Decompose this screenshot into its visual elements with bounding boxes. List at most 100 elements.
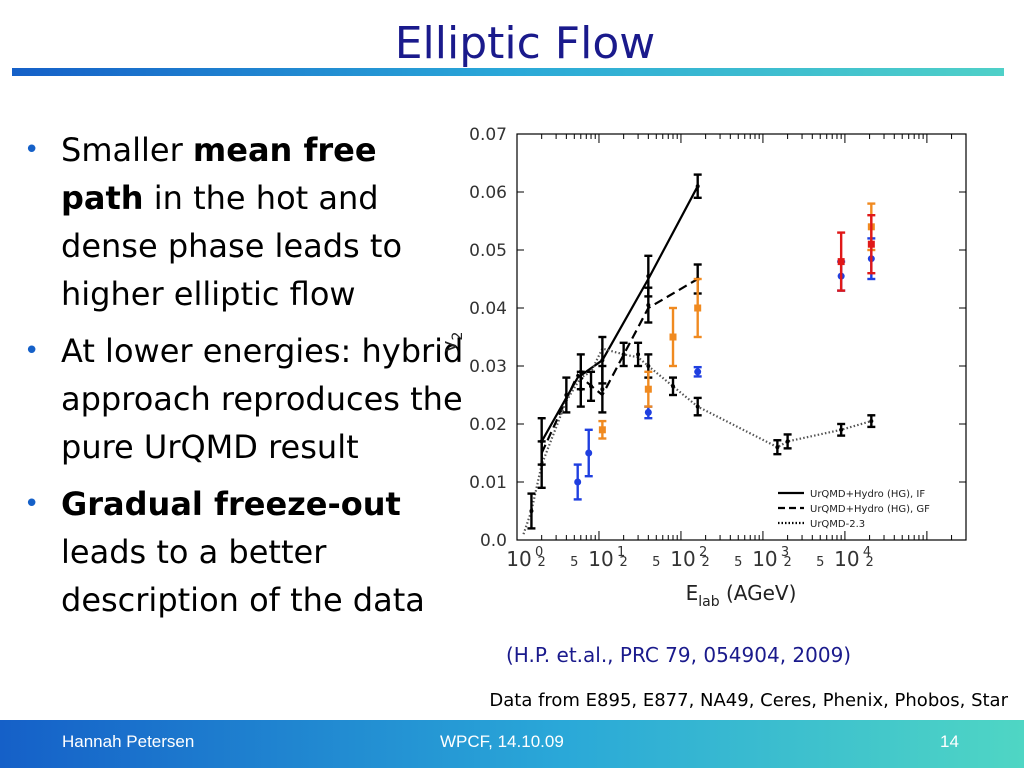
y-axis-label-sub: 2 [450,332,466,341]
footer-author: Hannah Petersen [62,732,195,751]
slide-title: Elliptic Flow [394,18,656,69]
data-point-black [669,376,678,397]
point-marker [600,387,605,392]
footer-bar: Hannah Petersen WPCF, 14.10.09 14 [0,720,1024,768]
data-point-black [598,364,607,414]
footer-event: WPCF, 14.10.09 [440,732,564,751]
x-tick-label: 10 [506,547,531,571]
data-point-black [867,414,876,429]
data-point-black [587,370,596,402]
y-tick-label: 0.0 [480,531,507,551]
x-tick-exponent: 3 [781,545,789,560]
point-marker [529,509,534,513]
data-point-black [693,173,702,200]
data-points [527,173,876,530]
data-point-black [773,439,782,456]
y-tick-label: 0.01 [469,473,507,493]
point-marker [646,364,651,368]
y-axis-label: v2 [437,332,466,353]
bullet-item: • Gradual freeze-out leads to a better d… [24,480,464,624]
x-minor-tick-label: 2 [538,555,546,570]
data-point-black [619,341,628,368]
x-tick-label: 10 [670,547,695,571]
model-curve-dotted [522,347,872,535]
y-tick-label: 0.07 [469,125,507,145]
x-axis-ticks: 10 0 10 1 10 2 10 3 10 42 5 2 5 2 5 2 5 2 [506,134,967,571]
data-point-black [783,433,792,450]
bullet-text: At lower energies: hybrid approach repro… [61,332,464,466]
bullet-text: in the hot and dense phase leads to high… [61,179,403,313]
data-point-orange [644,370,653,408]
x-axis-label-sub: lab [698,594,719,610]
x-tick-label: 10 [834,547,859,571]
point-marker [585,449,593,457]
y-tick-label: 0.02 [469,415,507,435]
data-point-orange [598,419,607,440]
data-point-black [837,422,846,437]
y-tick-label: 0.04 [469,299,507,319]
x-minor-tick-label: 2 [783,555,791,570]
y-axis-label-main: v [437,340,461,352]
bullet-dot-icon: • [24,336,40,366]
data-source-note: Data from E895, E877, NA49, Ceres, Pheni… [489,690,1008,711]
bullet-list: • Smaller mean free path in the hot and … [24,126,464,633]
x-axis-label-main: E [686,581,699,605]
bullet-dot-icon: • [24,135,40,165]
data-point-black [693,396,702,417]
x-tick-exponent: 1 [617,545,625,560]
data-point-black [537,440,546,489]
page-number: 14 [940,732,959,751]
bullet-text: leads to a better description of the dat… [61,533,425,619]
point-marker [869,419,874,424]
point-marker [644,385,652,393]
data-point-blue [573,463,582,501]
legend-label: UrQMD+Hydro (HG), GF [810,504,930,515]
data-point-blue [693,365,702,378]
point-marker [695,404,700,409]
point-marker [839,427,844,432]
x-minor-tick-label: 5 [570,555,578,570]
point-marker [646,274,651,279]
point-marker [621,352,626,357]
point-marker [564,393,569,397]
legend-label: UrQMD+Hydro (HG), IF [810,489,925,500]
data-point-red [837,231,846,292]
data-point-black [576,370,585,408]
y-tick-label: 0.05 [469,241,507,261]
bullet-item: • At lower energies: hybrid approach rep… [24,327,464,471]
point-marker [589,384,594,389]
x-tick-label: 10 [588,547,613,571]
bullet-text: Smaller [61,131,193,169]
bullet-bold-text: mean free path [61,131,377,217]
point-marker [694,304,702,312]
data-point-blue [644,405,653,420]
point-marker [578,387,583,392]
citation: (H.P. et.al., PRC 79, 054904, 2009) [506,643,852,667]
data-point-black [527,492,536,530]
chart-legend: UrQMD+Hydro (HG), IF UrQMD+Hydro (HG), G… [778,489,930,530]
x-axis-label: Elab (AGeV) [686,581,797,610]
point-marker [669,333,677,341]
point-marker [867,240,875,248]
point-marker [694,368,702,376]
y-axis-ticks: 0.0 0.01 0.02 0.03 0.04 0.05 0.06 0.07 [469,125,966,551]
data-point-red [867,213,876,275]
bullet-dot-icon: • [24,489,40,519]
point-marker [695,184,700,189]
point-marker [646,303,651,308]
point-marker [644,408,652,416]
x-minor-tick-label: 5 [734,555,742,570]
x-axis-label-unit: (AGeV) [720,581,797,605]
data-point-blue [584,428,593,478]
x-tick-exponent: 2 [699,545,707,560]
plot-frame [516,133,967,541]
point-marker [598,426,606,434]
x-minor-tick-label: 2 [620,555,628,570]
x-minor-tick-label: 2 [865,555,873,570]
x-tick-exponent: 4 [863,545,871,560]
data-point-black [562,376,571,414]
x-tick-label: 10 [752,547,777,571]
point-marker [636,352,641,357]
point-marker [671,384,676,389]
x-minor-tick-label: 2 [701,555,709,570]
